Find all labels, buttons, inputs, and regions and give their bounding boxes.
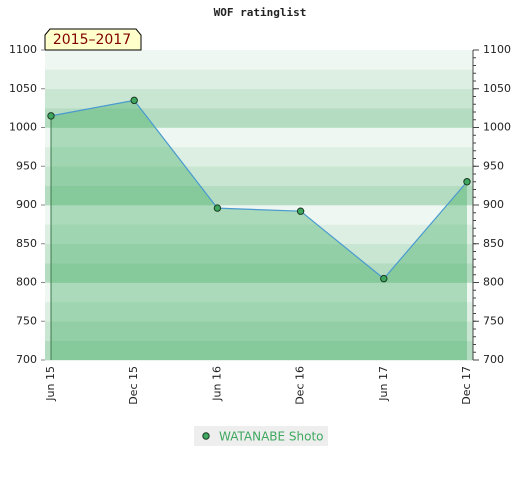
- y2-tick-label: 950: [483, 159, 504, 172]
- stripe: [45, 321, 473, 341]
- point: [380, 274, 388, 283]
- annotation: 2015–2017: [53, 32, 131, 48]
- stripe: [45, 50, 473, 70]
- chart-title: WOF ratinglist: [214, 6, 307, 19]
- point: [463, 178, 471, 186]
- plot-background: [45, 50, 473, 361]
- y2-tick-label: 1100: [483, 43, 511, 56]
- x-tick-label: Dec 17: [460, 366, 473, 405]
- y-tick-label: 750: [16, 314, 37, 327]
- stripe: [45, 166, 473, 186]
- y2-tick-label: 900: [483, 198, 504, 211]
- stripe: [45, 243, 473, 264]
- y-tick-label: 850: [16, 237, 37, 250]
- y2-tick-label: 800: [483, 276, 504, 289]
- stripe: [45, 224, 473, 245]
- stripe: [45, 185, 473, 206]
- legend-label: WATANABE Shoto: [219, 430, 324, 444]
- stripe: [45, 205, 473, 225]
- x-tick-label: Jun 17: [377, 366, 390, 402]
- area: [51, 100, 467, 360]
- stripe: [45, 146, 473, 167]
- stripe: [45, 88, 473, 109]
- point: [130, 96, 138, 105]
- y-tick-label: 900: [16, 198, 37, 211]
- line: [50, 99, 468, 280]
- stripe: [45, 263, 473, 283]
- y-tick-label: 950: [16, 159, 37, 172]
- plot: [47, 96, 471, 360]
- y2-tick-label: 1050: [483, 82, 511, 95]
- y2-tick-label: 850: [483, 237, 504, 250]
- stripe: [45, 282, 473, 303]
- legend: [194, 426, 328, 446]
- x-tick-label: Dec 16: [294, 366, 307, 405]
- stripe: [45, 127, 473, 148]
- x-tick-label: Jun 15: [44, 366, 57, 402]
- y-tick-label: 1100: [9, 43, 37, 56]
- y-tick-label: 1050: [9, 82, 37, 95]
- y2-tick-label: 1000: [483, 121, 511, 134]
- point: [47, 112, 55, 120]
- y2-tick-label: 700: [483, 353, 504, 366]
- x-tick-label: Jun 16: [210, 366, 223, 402]
- legend-marker: [202, 432, 210, 440]
- y2-tick-label: 750: [483, 314, 504, 327]
- point: [296, 207, 305, 215]
- x-tick-label: Dec 15: [127, 366, 140, 405]
- stripe: [45, 69, 473, 90]
- y-tick-label: 1000: [9, 121, 37, 134]
- stripe: [45, 301, 473, 322]
- y-tick-label: 800: [16, 276, 37, 289]
- y-tick-label: 700: [16, 353, 37, 366]
- point: [213, 204, 222, 212]
- stripe: [45, 340, 473, 361]
